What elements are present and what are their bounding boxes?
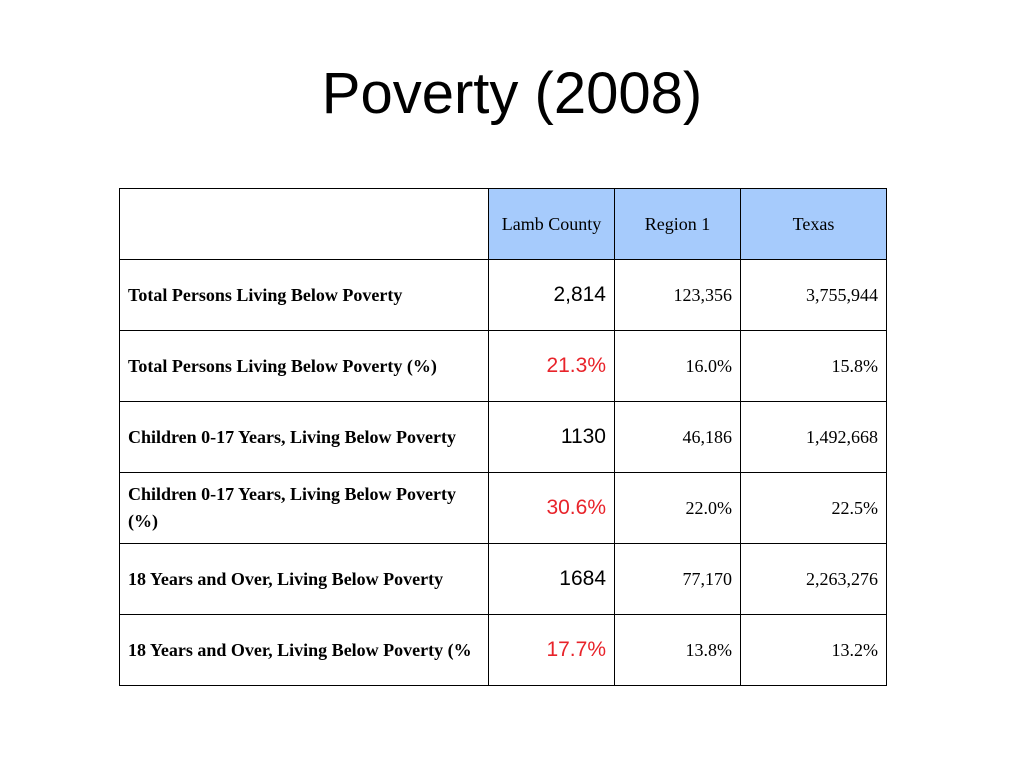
region-1-value: 16.0% [614, 330, 741, 402]
slide-title: Poverty (2008) [321, 61, 703, 126]
row-label: Total Persons Living Below Poverty (%) [119, 330, 489, 402]
row-label: 18 Years and Over, Living Below Poverty … [119, 614, 489, 686]
texas-value: 1,492,668 [740, 401, 887, 473]
table-row: 18 Years and Over, Living Below Poverty … [119, 543, 887, 615]
row-label: Children 0-17 Years, Living Below Povert… [119, 472, 489, 544]
header-lamb-county: Lamb County [488, 188, 615, 260]
header-region-1: Region 1 [614, 188, 741, 260]
row-label: 18 Years and Over, Living Below Poverty [119, 543, 489, 615]
table-row: Children 0-17 Years, Living Below Povert… [119, 472, 887, 544]
header-row: Lamb County Region 1 Texas [119, 188, 887, 260]
region-1-value: 46,186 [614, 401, 741, 473]
texas-value: 2,263,276 [740, 543, 887, 615]
texas-value: 15.8% [740, 330, 887, 402]
table-row: Children 0-17 Years, Living Below Povert… [119, 401, 887, 473]
poverty-table: Lamb County Region 1 Texas Total Persons… [119, 188, 887, 686]
header-blank-cell [119, 188, 489, 260]
texas-value: 13.2% [740, 614, 887, 686]
lamb-county-value: 21.3% [488, 330, 615, 402]
lamb-county-value: 30.6% [488, 472, 615, 544]
table-row: Total Persons Living Below Poverty 2,814… [119, 259, 887, 331]
row-label: Total Persons Living Below Poverty [119, 259, 489, 331]
lamb-county-value: 1130 [488, 401, 615, 473]
texas-value: 22.5% [740, 472, 887, 544]
table-row: 18 Years and Over, Living Below Poverty … [119, 614, 887, 686]
texas-value: 3,755,944 [740, 259, 887, 331]
region-1-value: 123,356 [614, 259, 741, 331]
lamb-county-value: 2,814 [488, 259, 615, 331]
region-1-value: 77,170 [614, 543, 741, 615]
table-row: Total Persons Living Below Poverty (%) 2… [119, 330, 887, 402]
region-1-value: 22.0% [614, 472, 741, 544]
lamb-county-value: 17.7% [488, 614, 615, 686]
row-label: Children 0-17 Years, Living Below Povert… [119, 401, 489, 473]
region-1-value: 13.8% [614, 614, 741, 686]
lamb-county-value: 1684 [488, 543, 615, 615]
header-texas: Texas [740, 188, 887, 260]
